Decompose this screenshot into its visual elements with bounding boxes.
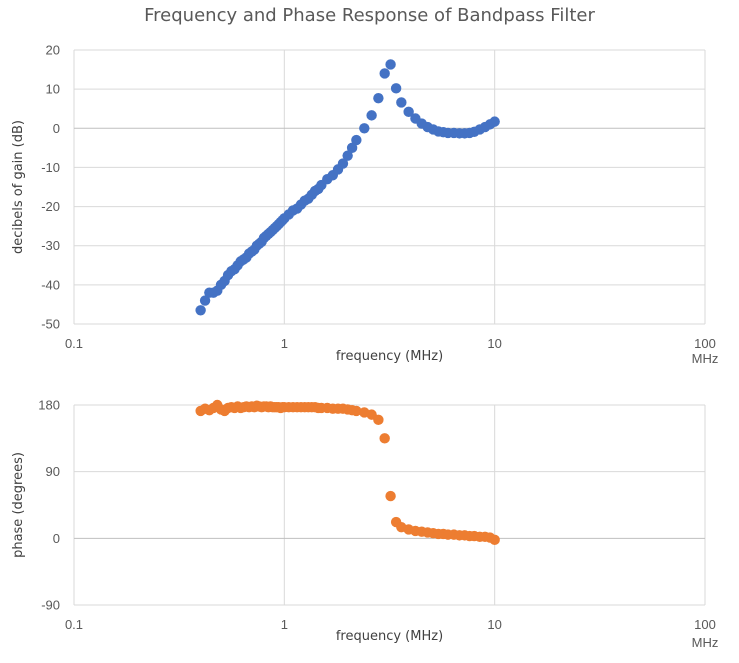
y-tick-label: 90 (46, 464, 60, 479)
data-point (342, 150, 353, 161)
data-point (359, 123, 370, 134)
x-tick-label: 100 (694, 617, 716, 632)
data-point (385, 490, 396, 502)
data-point (379, 68, 390, 79)
y-tick-label: -20 (41, 199, 60, 214)
data-point (373, 414, 384, 426)
data-point (489, 116, 500, 127)
y-tick-label: -90 (41, 598, 60, 613)
y-axis-title: phase (degrees) (11, 452, 26, 558)
x-axis-title: frequency (MHz) (336, 349, 443, 364)
data-point (195, 305, 206, 316)
y-tick-label: 10 (46, 82, 60, 97)
x-tick-label: 10 (487, 617, 501, 632)
x-tick-label: 10 (487, 336, 501, 351)
y-tick-label: 20 (46, 43, 60, 58)
phase-chart: 0.1 1 10 100 180 90 0 -90 MHz frequency (MHz) phas… (11, 398, 718, 651)
data-point (379, 433, 390, 444)
data-point (390, 83, 402, 94)
y-tick-label: -40 (41, 277, 60, 292)
data-point (351, 405, 362, 417)
y-tick-label: -10 (41, 160, 60, 175)
y-tick-label: -30 (41, 238, 60, 253)
data-point (403, 106, 414, 118)
x-tick-label: 100 (694, 336, 716, 351)
data-point (396, 97, 407, 108)
data-point (489, 534, 500, 546)
data-point (366, 110, 377, 121)
y-tick-label: 180 (38, 398, 60, 413)
data-point (199, 295, 211, 306)
y-tick-label: -50 (41, 317, 60, 332)
y-tick-label: 0 (53, 531, 60, 546)
data-point (346, 142, 358, 154)
y-tick-label: 0 (53, 121, 60, 136)
x-unit-label: MHz (692, 635, 719, 650)
x-axis-title: frequency (MHz) (336, 629, 443, 644)
data-point (351, 134, 362, 146)
data-point (373, 92, 384, 104)
x-tick-label: 0.1 (65, 617, 83, 632)
x-tick-label: 0.1 (65, 336, 83, 351)
y-axis-title: decibels of gain (dB) (11, 120, 26, 254)
gain-chart: 0.1 1 10 10020100-10-20-30-40-50MHzfrequenc… (11, 43, 718, 367)
x-unit-label: MHz (692, 351, 719, 366)
x-tick-label: 1 (281, 617, 288, 632)
data-point (337, 158, 349, 169)
x-tick-label: 1 (281, 336, 288, 351)
data-point (385, 59, 396, 70)
chart-title: Frequency and Phase Response of Bandpass… (144, 5, 595, 26)
